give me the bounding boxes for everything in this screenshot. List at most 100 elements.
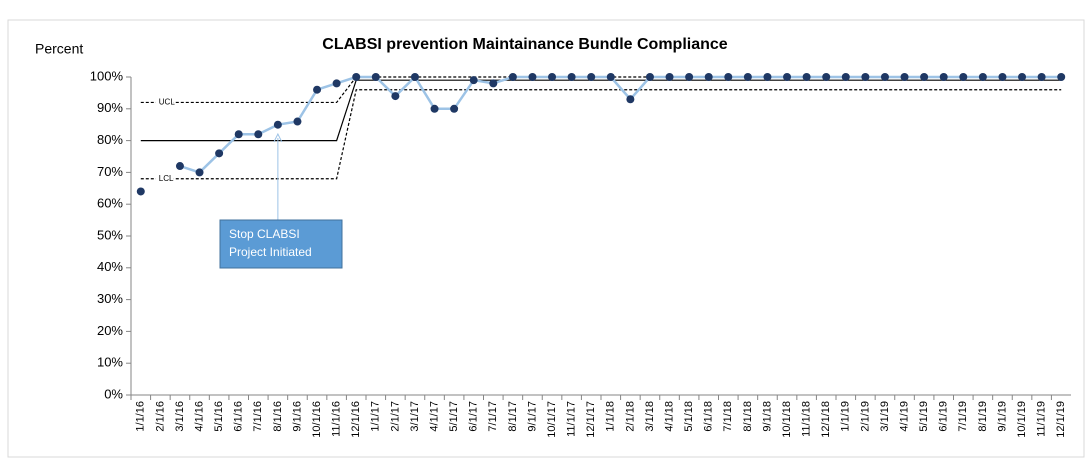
data-point bbox=[215, 149, 224, 158]
x-tick-label: 4/1/16 bbox=[193, 401, 205, 432]
data-point bbox=[1057, 73, 1066, 81]
x-tick-label: 5/1/17 bbox=[448, 401, 460, 432]
data-point bbox=[704, 73, 713, 81]
x-tick-label: 11/1/16 bbox=[331, 401, 343, 437]
data-point bbox=[978, 73, 987, 81]
x-tick-label: 12/1/16 bbox=[350, 401, 362, 438]
x-tick-label: 6/1/19 bbox=[938, 401, 950, 432]
annotation-box bbox=[219, 219, 343, 269]
data-point bbox=[489, 79, 498, 88]
line-label: UCL bbox=[159, 98, 176, 107]
data-point bbox=[450, 104, 459, 113]
annotation-text: Stop CLABSI bbox=[229, 227, 300, 241]
data-point bbox=[548, 73, 557, 81]
data-point bbox=[665, 73, 674, 81]
x-tick-label: 3/1/17 bbox=[409, 401, 421, 432]
chart-title: CLABSI prevention Maintainance Bundle Co… bbox=[322, 36, 727, 53]
data-point bbox=[469, 76, 478, 85]
data-point bbox=[587, 73, 596, 81]
line-label-bg bbox=[155, 173, 174, 184]
y-tick-label: 20% bbox=[97, 323, 123, 338]
data-point bbox=[1018, 73, 1027, 81]
data-point bbox=[861, 73, 870, 81]
x-tick-label: 10/1/16 bbox=[311, 401, 323, 438]
annotation-arrowhead bbox=[273, 132, 283, 143]
x-tick-label: 10/1/19 bbox=[1016, 401, 1028, 438]
data-point bbox=[332, 79, 341, 88]
x-tick-label: 6/1/16 bbox=[233, 401, 245, 432]
x-tick-label: 7/1/17 bbox=[487, 401, 499, 432]
data-point bbox=[626, 95, 635, 104]
data-point bbox=[352, 73, 361, 81]
data-point bbox=[293, 117, 302, 126]
y-tick-label: 50% bbox=[97, 227, 123, 242]
x-tick-label: 8/1/17 bbox=[507, 401, 519, 432]
series-line bbox=[140, 79, 1062, 142]
chart-border bbox=[7, 19, 1085, 458]
y-tick-label: 30% bbox=[97, 291, 123, 306]
x-tick-label: 10/1/17 bbox=[546, 401, 558, 438]
x-tick-label: 9/1/19 bbox=[996, 401, 1008, 432]
data-point bbox=[822, 73, 831, 81]
data-point bbox=[841, 73, 850, 81]
data-point bbox=[920, 73, 929, 81]
x-tick-label: 2/1/16 bbox=[154, 401, 166, 432]
x-tick-label: 5/1/16 bbox=[213, 401, 225, 432]
x-tick-label: 4/1/17 bbox=[428, 401, 440, 432]
line-label: LCL bbox=[159, 174, 174, 183]
data-point bbox=[567, 73, 576, 81]
data-point bbox=[273, 120, 282, 129]
x-tick-label: 12/1/17 bbox=[585, 401, 597, 438]
data-point bbox=[900, 73, 909, 81]
series-line bbox=[140, 89, 1062, 180]
x-tick-label: 10/1/18 bbox=[781, 401, 793, 438]
x-tick-label: 3/1/18 bbox=[644, 401, 656, 432]
y-tick-label: 100% bbox=[90, 68, 124, 83]
x-tick-label: 4/1/19 bbox=[898, 401, 910, 432]
x-tick-label: 12/1/19 bbox=[1055, 401, 1067, 438]
data-point bbox=[175, 162, 184, 171]
y-tick-label: 70% bbox=[97, 164, 123, 179]
data-point bbox=[763, 73, 772, 81]
data-point bbox=[685, 73, 694, 81]
x-tick-label: 9/1/18 bbox=[761, 401, 773, 432]
data-point bbox=[410, 73, 419, 81]
x-tick-label: 6/1/18 bbox=[703, 401, 715, 432]
data-point bbox=[880, 73, 889, 81]
series-line bbox=[179, 75, 1062, 174]
y-axis-label: Percent bbox=[35, 41, 83, 57]
data-point bbox=[371, 73, 380, 81]
x-tick-label: 3/1/19 bbox=[879, 401, 891, 432]
data-point bbox=[998, 73, 1007, 81]
data-point bbox=[234, 130, 243, 139]
x-tick-label: 9/1/16 bbox=[291, 401, 303, 432]
data-point bbox=[724, 73, 733, 81]
data-point bbox=[313, 85, 322, 94]
x-tick-label: 8/1/16 bbox=[272, 401, 284, 432]
x-tick-label: 8/1/18 bbox=[742, 401, 754, 432]
data-point bbox=[430, 104, 439, 113]
data-point bbox=[645, 73, 654, 81]
data-point bbox=[939, 73, 948, 81]
data-point bbox=[959, 73, 968, 81]
data-point bbox=[195, 168, 204, 177]
x-tick-label: 6/1/17 bbox=[468, 401, 480, 432]
annotation-text: Project Initiated bbox=[229, 245, 312, 259]
x-tick-label: 9/1/17 bbox=[526, 401, 538, 432]
line-label-bg bbox=[155, 97, 174, 108]
x-tick-label: 2/1/19 bbox=[859, 401, 871, 432]
x-tick-label: 1/1/18 bbox=[605, 401, 617, 432]
y-tick-label: 0% bbox=[104, 386, 123, 401]
x-tick-label: 5/1/18 bbox=[683, 401, 695, 432]
x-tick-label: 3/1/16 bbox=[174, 401, 186, 432]
data-point bbox=[606, 73, 615, 81]
x-tick-label: 11/1/19 bbox=[1036, 401, 1048, 437]
x-tick-label: 2/1/17 bbox=[389, 401, 401, 432]
x-tick-label: 2/1/18 bbox=[624, 401, 636, 432]
data-point bbox=[743, 73, 752, 81]
data-point bbox=[254, 130, 263, 139]
x-tick-label: 11/1/18 bbox=[801, 401, 813, 437]
data-point bbox=[508, 73, 517, 81]
x-tick-label: 1/1/16 bbox=[135, 401, 147, 432]
